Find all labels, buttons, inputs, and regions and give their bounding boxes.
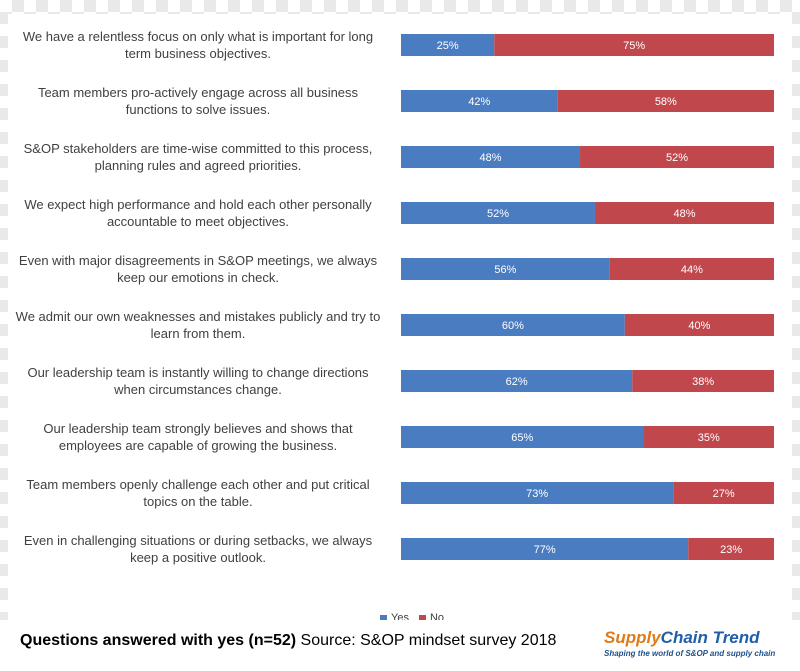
- bar-segment-no: [494, 34, 774, 56]
- data-label: 60%: [502, 320, 524, 332]
- data-label: 52%: [666, 152, 688, 164]
- bar-segment-yes: [401, 538, 689, 560]
- data-label: 40%: [688, 320, 710, 332]
- bar-segment-no: [594, 202, 774, 224]
- data-label: 52%: [487, 208, 509, 220]
- bar-segment-yes: [401, 426, 644, 448]
- legend-swatch-no: [418, 614, 426, 622]
- bar-segment-yes: [401, 370, 633, 392]
- data-label: 62%: [506, 376, 528, 388]
- category-label: Team members pro-actively engage across …: [37, 85, 359, 117]
- bar-segment-yes: [401, 202, 595, 224]
- logo-title-part2: Chain Trend: [660, 628, 760, 647]
- category-label: We expect high performance and hold each…: [24, 197, 372, 229]
- data-label: 65%: [511, 432, 533, 444]
- data-label: 56%: [494, 264, 516, 276]
- data-label: 48%: [673, 208, 695, 220]
- data-label: 58%: [655, 96, 677, 108]
- legend-swatch-yes: [380, 614, 387, 622]
- bar-segment-no: [624, 314, 774, 336]
- bar-segment-no: [580, 146, 774, 168]
- bar-segment-no: [688, 538, 774, 560]
- bar-segment-yes: [401, 146, 581, 168]
- bar-segment-no: [609, 258, 774, 280]
- bar-segment-yes: [401, 482, 674, 504]
- data-label: 42%: [468, 96, 490, 108]
- supplychain-trend-logo: SupplyChain Trend Shaping the world of S…: [604, 628, 790, 658]
- data-label: 44%: [681, 264, 703, 276]
- data-label: 73%: [526, 488, 548, 500]
- bar-segment-no: [673, 482, 774, 504]
- caption-bold: Questions answered with yes (n=52): [20, 632, 297, 649]
- category-label: Even in challenging situations or during…: [23, 533, 373, 565]
- logo-tagline: Shaping the world of S&OP and supply cha…: [604, 649, 776, 658]
- category-label: Our leadership team strongly believes an…: [43, 421, 353, 453]
- bar-segment-yes: [401, 314, 625, 336]
- data-label: 38%: [692, 376, 714, 388]
- bar-segment-no: [557, 90, 774, 112]
- data-label: 75%: [623, 40, 645, 52]
- data-label: 25%: [437, 40, 459, 52]
- data-label: 23%: [720, 544, 742, 556]
- category-label: Our leadership team is instantly willing…: [27, 365, 369, 397]
- logo-title: SupplyChain Trend: [604, 628, 790, 648]
- data-label: 35%: [698, 432, 720, 444]
- bar-segment-yes: [401, 34, 495, 56]
- chart-plot: 25% 75% 42% 58% 48% 52% 52% 48% 56% 44% 60% 40% 62% 3…: [401, 34, 774, 560]
- category-label: We admit our own weaknesses and mistakes…: [15, 309, 381, 341]
- data-label: 48%: [480, 152, 502, 164]
- footer: Questions answered with yes (n=52) Sourc…: [0, 620, 800, 671]
- category-label: S&OP stakeholders are time-wise committe…: [23, 141, 373, 173]
- caption-source: Source: S&OP mindset survey 2018: [300, 632, 557, 649]
- category-label: Even with major disagreements in S&OP me…: [18, 253, 378, 285]
- caption: Questions answered with yes (n=52) Sourc…: [20, 632, 556, 650]
- bar-segment-no: [643, 426, 774, 448]
- category-label: Team members openly challenge each other…: [26, 477, 370, 509]
- category-label: We have a relentless focus on only what …: [22, 29, 374, 61]
- stacked-bar-chart: We have a relentless focus on only what …: [8, 14, 792, 624]
- data-label: 27%: [713, 488, 735, 500]
- bar-segment-yes: [401, 90, 558, 112]
- bar-segment-yes: [401, 258, 610, 280]
- bar-segment-no: [632, 370, 774, 392]
- logo-title-part1: Supply: [604, 628, 661, 647]
- data-label: 77%: [534, 544, 556, 556]
